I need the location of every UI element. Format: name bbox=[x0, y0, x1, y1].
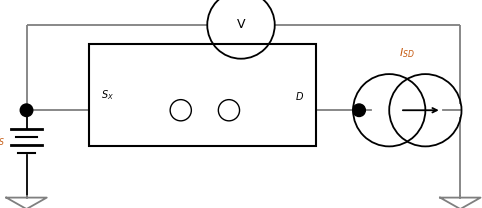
Ellipse shape bbox=[170, 100, 191, 121]
Ellipse shape bbox=[218, 100, 240, 121]
Ellipse shape bbox=[353, 104, 365, 116]
Text: $I_{SD}$: $I_{SD}$ bbox=[400, 46, 415, 59]
Text: D: D bbox=[296, 92, 304, 102]
Bar bbox=[89, 44, 316, 146]
Ellipse shape bbox=[20, 104, 33, 116]
Text: $V_S$: $V_S$ bbox=[0, 134, 5, 148]
Text: $S_X$: $S_X$ bbox=[101, 88, 114, 102]
Text: V: V bbox=[237, 19, 245, 31]
